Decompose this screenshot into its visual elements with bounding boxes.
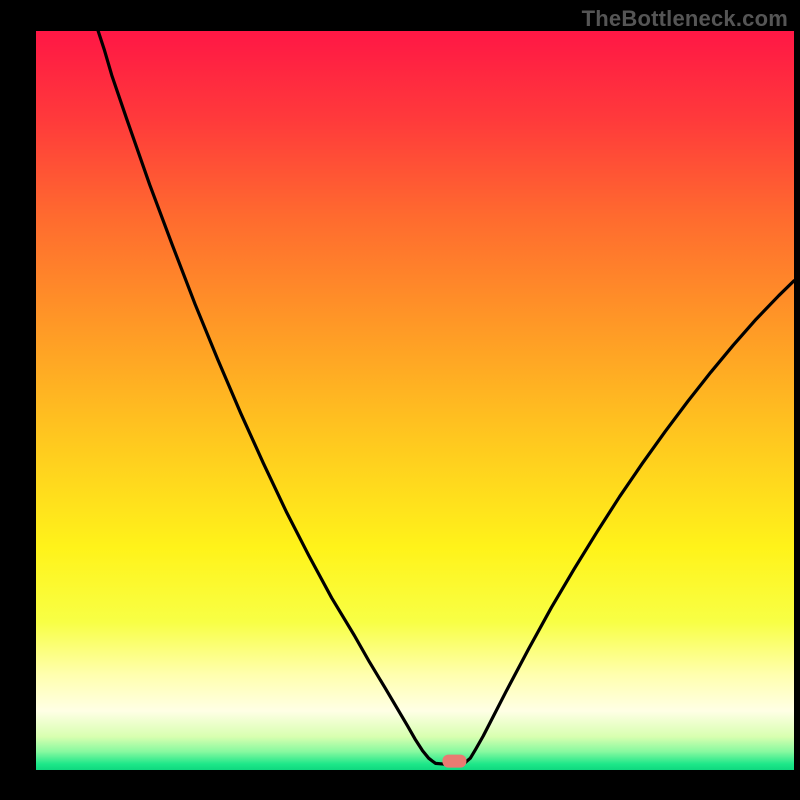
chart-container: TheBottleneck.com	[0, 0, 800, 800]
curve-layer	[0, 0, 800, 800]
bottleneck-curve	[98, 31, 794, 764]
minimum-marker	[442, 755, 466, 768]
